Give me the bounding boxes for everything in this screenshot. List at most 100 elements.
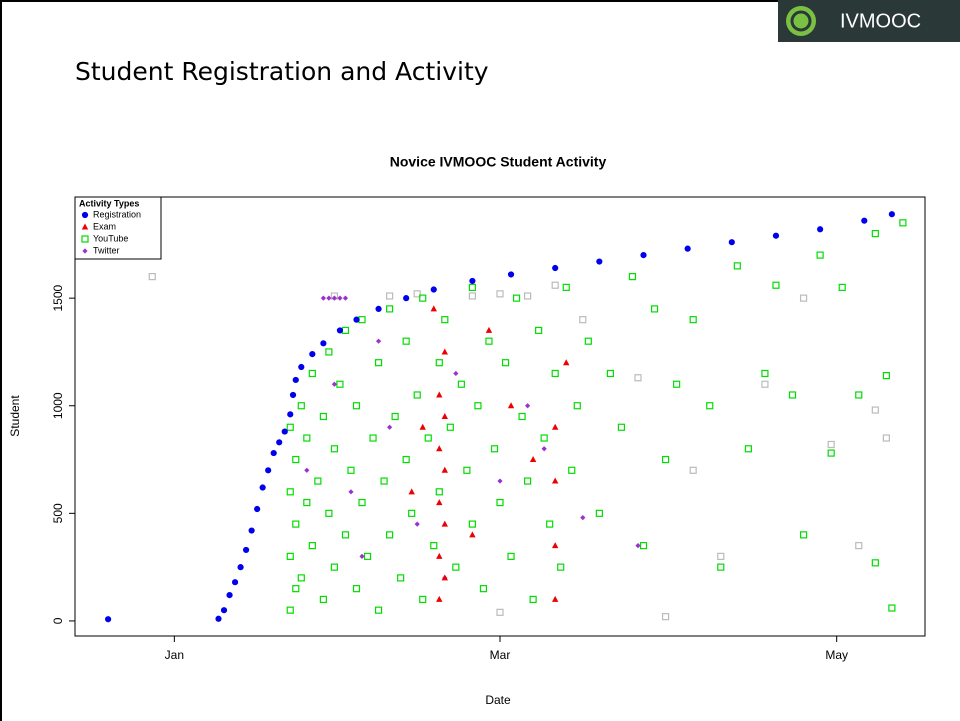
point <box>430 305 437 312</box>
point <box>899 219 907 227</box>
point <box>430 286 437 293</box>
point <box>551 477 559 484</box>
point <box>297 574 305 582</box>
point <box>529 456 537 463</box>
point <box>568 466 576 474</box>
point <box>320 295 326 301</box>
point <box>595 509 603 517</box>
point <box>882 372 890 380</box>
point <box>325 509 333 517</box>
legend-marker <box>82 248 88 254</box>
point <box>788 391 797 399</box>
point <box>888 604 896 612</box>
point <box>342 295 349 301</box>
point <box>557 563 565 571</box>
point <box>596 258 603 265</box>
point <box>728 239 735 246</box>
point <box>523 477 532 485</box>
logo <box>786 6 816 36</box>
point <box>352 585 361 593</box>
point <box>248 527 255 534</box>
point <box>496 608 504 616</box>
point <box>485 326 493 333</box>
point <box>661 613 670 621</box>
point <box>408 488 415 495</box>
point <box>816 251 824 259</box>
point <box>635 543 641 549</box>
legend-label: Registration <box>93 209 141 219</box>
point <box>606 369 614 378</box>
point <box>326 295 332 301</box>
point <box>469 277 476 285</box>
point <box>838 283 846 291</box>
point <box>563 359 570 366</box>
point <box>386 531 394 539</box>
point <box>551 595 559 602</box>
point <box>855 542 863 550</box>
y-tick-label: 0 <box>51 617 65 624</box>
point <box>391 412 399 421</box>
point <box>634 374 642 382</box>
point <box>512 294 521 302</box>
point <box>259 484 266 491</box>
point <box>628 273 637 281</box>
point <box>413 391 421 399</box>
x-tick-label: Mar <box>490 648 511 662</box>
point <box>518 412 526 421</box>
point <box>314 477 322 485</box>
point <box>861 217 868 224</box>
point <box>286 488 294 496</box>
chart-title: Novice IVMOOC Student Activity <box>390 154 607 170</box>
slide-title: Student Registration and Activity <box>75 57 489 86</box>
point <box>292 585 300 593</box>
point <box>871 229 879 238</box>
point <box>457 380 465 388</box>
point <box>105 616 112 623</box>
legend-box <box>74 196 162 260</box>
point <box>817 226 824 233</box>
point <box>551 281 559 289</box>
point <box>617 423 626 431</box>
point <box>827 449 835 457</box>
point <box>552 264 559 272</box>
point <box>463 466 471 474</box>
legend-marker <box>81 235 89 243</box>
point <box>397 574 405 582</box>
point <box>888 211 895 218</box>
point <box>308 542 316 550</box>
point <box>772 232 780 239</box>
point <box>374 359 383 367</box>
point <box>330 563 339 571</box>
point <box>496 498 504 507</box>
logo <box>790 10 812 32</box>
point <box>474 402 482 410</box>
point <box>231 579 239 586</box>
point <box>304 467 310 473</box>
point <box>352 402 361 410</box>
point <box>855 391 863 399</box>
point <box>580 515 586 521</box>
point <box>419 595 427 604</box>
point <box>419 294 427 302</box>
plot <box>105 211 907 623</box>
point <box>441 348 449 355</box>
point <box>414 521 420 527</box>
legend-label: Twitter <box>93 245 120 255</box>
legend-marker <box>81 223 89 230</box>
point <box>148 273 156 281</box>
point <box>551 369 559 378</box>
point <box>827 440 835 449</box>
point <box>270 449 277 457</box>
point <box>733 262 741 270</box>
point <box>303 498 311 507</box>
legend-label: YouTube <box>93 233 128 243</box>
point <box>243 546 250 554</box>
point <box>446 423 454 431</box>
point <box>220 607 228 614</box>
point <box>507 271 515 278</box>
point <box>772 281 780 289</box>
point <box>286 552 294 560</box>
point <box>562 283 570 291</box>
point <box>297 402 305 410</box>
